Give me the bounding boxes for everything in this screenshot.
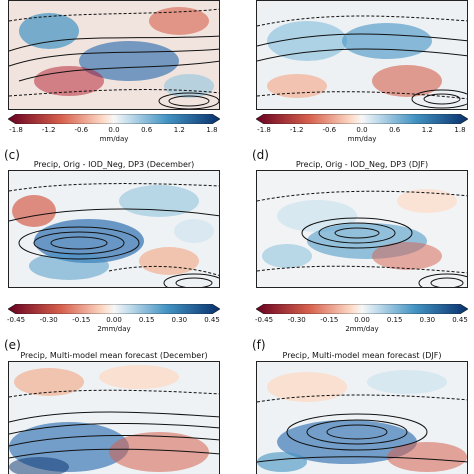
tick-label: 0.15 xyxy=(386,316,403,324)
panel-title-e: Precip, Multi-model mean forecast (Decem… xyxy=(20,351,208,360)
panel-letter-c: (c) xyxy=(4,148,20,162)
tick-label: 1.2 xyxy=(173,126,185,134)
tick-label: 0.30 xyxy=(419,316,436,324)
tick-label: -1.2 xyxy=(289,126,304,134)
map-panel-d xyxy=(256,170,468,288)
tick-label: -0.15 xyxy=(320,316,339,324)
tick-label: 0.6 xyxy=(141,126,153,134)
tick-label: 1.8 xyxy=(206,126,218,134)
tick-label: -0.30 xyxy=(39,316,58,324)
colorbar-top-left-unit: mm/day xyxy=(99,135,129,143)
tick-label: -0.15 xyxy=(72,316,91,324)
tick-label: -0.6 xyxy=(74,126,89,134)
colorbar-top-right-unit: mm/day xyxy=(347,135,377,143)
precip-map-b xyxy=(257,1,467,109)
tick-label: 0.0 xyxy=(108,126,120,134)
tick-label: 0.00 xyxy=(106,316,122,324)
precip-map-d xyxy=(257,171,467,287)
tick-label: 0.0 xyxy=(356,126,368,134)
tick-label: -1.8 xyxy=(257,126,271,134)
precip-map-f xyxy=(257,362,467,474)
panel-letter-f: (f) xyxy=(252,338,266,352)
precip-map-a xyxy=(9,1,219,109)
tick-label: 0.00 xyxy=(354,316,370,324)
map-panel-a xyxy=(8,0,220,110)
colorbar-mid-left-unit: 2mm/day xyxy=(97,325,131,333)
tick-label: 0.45 xyxy=(204,316,220,324)
tick-label: 0.6 xyxy=(389,126,401,134)
map-panel-c xyxy=(8,170,220,288)
panel-title-f: Precip, Multi-model mean forecast (DJF) xyxy=(282,351,442,360)
map-panel-e xyxy=(8,361,220,474)
panel-title-c: Precip, Orig - IOD_Neg, DP3 (December) xyxy=(33,160,195,169)
tick-label: 0.15 xyxy=(138,316,155,324)
tick-label: 1.8 xyxy=(454,126,466,134)
tick-label: 0.45 xyxy=(452,316,468,324)
precip-map-e xyxy=(9,362,219,474)
panel-title-d: Precip, Orig - IOD_Neg, DP3 (DJF) xyxy=(295,160,429,169)
panel-letter-d: (d) xyxy=(252,148,269,162)
tick-label: -0.45 xyxy=(254,316,274,324)
colorbar-mid-right-unit: 2mm/day xyxy=(345,325,379,333)
colorbar-mid-right xyxy=(256,304,468,314)
tick-label: -1.2 xyxy=(41,126,56,134)
precip-map-c xyxy=(9,171,219,287)
tick-label: -1.8 xyxy=(9,126,23,134)
tick-label: -0.6 xyxy=(322,126,337,134)
tick-label: 1.2 xyxy=(421,126,433,134)
colorbar-top-left xyxy=(8,114,220,124)
tick-label: -0.30 xyxy=(287,316,306,324)
tick-label: -0.45 xyxy=(6,316,26,324)
tick-label: 0.30 xyxy=(171,316,188,324)
panel-letter-e: (e) xyxy=(4,338,21,352)
map-panel-f xyxy=(256,361,468,474)
map-panel-b xyxy=(256,0,468,110)
colorbar-mid-left xyxy=(8,304,220,314)
colorbar-top-right xyxy=(256,114,468,124)
